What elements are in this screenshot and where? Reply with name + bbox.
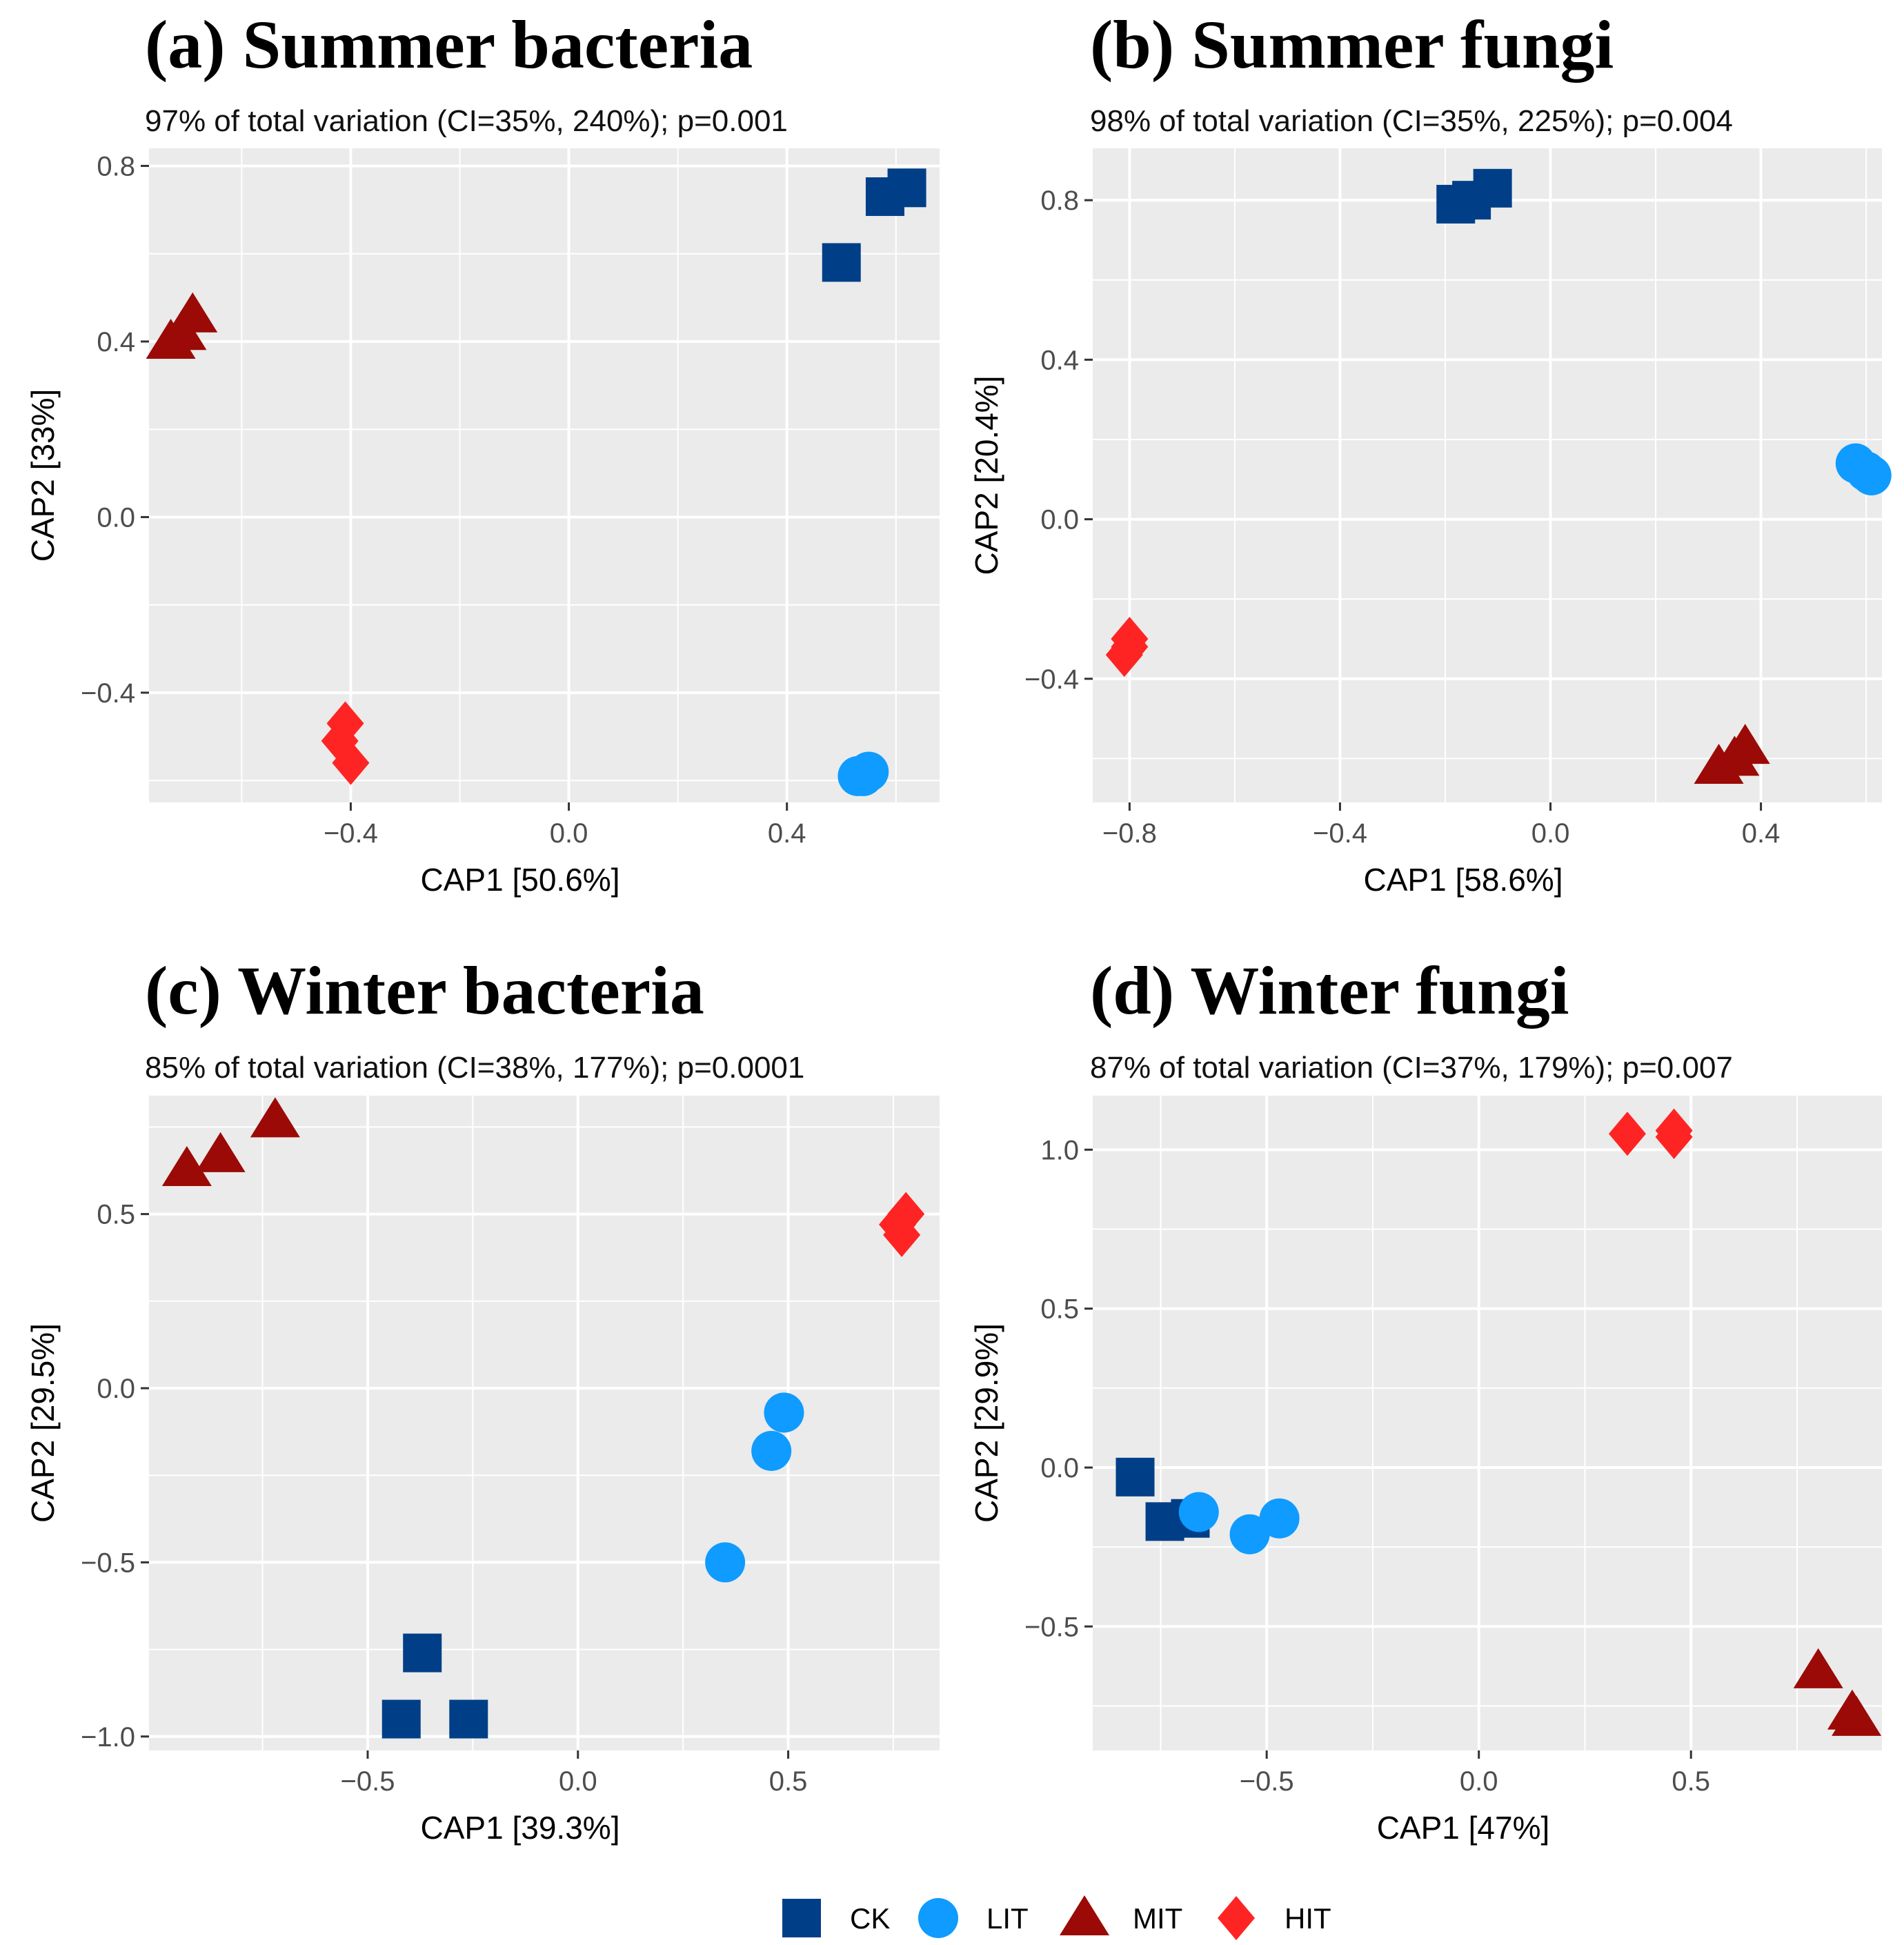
y-tick-label: 0.0: [97, 1374, 135, 1404]
plot-area: [1093, 1096, 1882, 1750]
x-tick-label: −0.4: [1313, 818, 1367, 849]
legend-item-ck: CK: [782, 1899, 890, 1937]
point-mit: [161, 1146, 212, 1187]
y-tick-label: −0.5: [1024, 1612, 1079, 1642]
x-tick-label: 0.5: [769, 1766, 808, 1797]
x-tick-label: 0.4: [768, 818, 806, 849]
y-tick-label: 0.8: [97, 151, 135, 181]
legend-item-mit: MIT: [1060, 1895, 1182, 1935]
panel-subtitle: 97% of total variation (CI=35%, 240%); p…: [145, 104, 788, 138]
point-lit: [1851, 455, 1892, 495]
data-points: [161, 1097, 925, 1739]
y-axis-label: CAP2 [29.9%]: [969, 1323, 1004, 1523]
y-tick-label: 0.0: [1040, 505, 1079, 535]
point-mit: [250, 1097, 300, 1138]
y-tick-label: −1.0: [81, 1722, 135, 1753]
point-lit: [849, 751, 889, 792]
point-mit: [1832, 1695, 1882, 1736]
legend-label: CK: [850, 1902, 890, 1935]
x-tick-label: −0.5: [1240, 1766, 1294, 1797]
point-lit: [1178, 1492, 1219, 1532]
point-lit: [764, 1392, 804, 1433]
x-axis-label: CAP1 [50.6%]: [421, 862, 620, 898]
point-hit: [1105, 633, 1143, 678]
y-tick-label: 0.4: [1040, 345, 1079, 375]
x-tick-label: 0.4: [1742, 818, 1781, 849]
x-tick-label: −0.4: [324, 818, 378, 849]
panel-title: (b) Summer fungi: [1090, 6, 1614, 83]
point-lit: [1259, 1498, 1300, 1539]
x-tick-label: −0.5: [340, 1766, 395, 1797]
panel-summer-fungi: (b) Summer fungi 98% of total variation (…: [969, 6, 1892, 898]
y-tick-label: 0.4: [97, 327, 135, 357]
y-tick-label: 0.5: [1040, 1294, 1079, 1325]
y-tick-label: 0.0: [1040, 1453, 1079, 1483]
x-tick-label: 0.0: [559, 1766, 597, 1797]
legend-label: LIT: [986, 1902, 1029, 1935]
y-tick-label: 0.0: [97, 502, 135, 533]
x-axis-label: CAP1 [47%]: [1377, 1810, 1550, 1846]
point-ck: [822, 243, 861, 282]
plot-area: [1093, 148, 1882, 802]
panel-summer-bacteria: (a) Summer bacteria 97% of total variatio…: [25, 6, 940, 898]
panel-subtitle: 87% of total variation (CI=37%, 179%); p…: [1090, 1051, 1733, 1085]
point-ck: [1473, 168, 1512, 208]
legend-label: MIT: [1133, 1902, 1182, 1935]
legend-label: HIT: [1285, 1902, 1331, 1935]
panel-subtitle: 85% of total variation (CI=38%, 177%); p…: [145, 1051, 804, 1085]
panel-title: (a) Summer bacteria: [145, 6, 753, 83]
point-hit: [1608, 1112, 1646, 1156]
legend-key-circle: [918, 1898, 958, 1938]
panel-winter-fungi: (d) Winter fungi 87% of total variation (…: [969, 952, 1882, 1846]
y-axis-label: CAP2 [29.5%]: [25, 1323, 61, 1523]
point-ck: [449, 1699, 488, 1739]
y-tick-label: 0.5: [97, 1200, 135, 1230]
plot-area: [149, 148, 940, 802]
legend-item-lit: LIT: [918, 1898, 1029, 1938]
plot-area: [149, 1096, 940, 1750]
y-tick-label: −0.4: [1024, 664, 1079, 695]
y-axis-label: CAP2 [33%]: [25, 389, 61, 562]
point-mit: [1793, 1648, 1843, 1688]
point-hit: [1655, 1114, 1693, 1159]
x-tick-label: 0.0: [1531, 818, 1570, 849]
point-mit: [1720, 724, 1770, 764]
point-ck: [403, 1633, 442, 1672]
panel-title: (d) Winter fungi: [1090, 952, 1569, 1029]
y-tick-label: −0.5: [81, 1548, 135, 1578]
data-points: [146, 168, 926, 796]
point-lit: [751, 1430, 792, 1471]
x-tick-label: 0.5: [1672, 1766, 1710, 1797]
x-tick-label: 0.0: [550, 818, 588, 849]
panel-title: (c) Winter bacteria: [145, 952, 704, 1029]
panel-subtitle: 98% of total variation (CI=35%, 225%); p…: [1090, 104, 1733, 138]
point-hit: [332, 740, 370, 785]
legend: CK LIT MIT HIT: [782, 1895, 1331, 1940]
y-tick-label: 0.8: [1040, 186, 1079, 216]
point-ck: [887, 168, 926, 208]
x-tick-label: −0.8: [1102, 818, 1157, 849]
point-hit: [883, 1212, 921, 1257]
data-points: [1115, 1108, 1882, 1736]
y-tick-label: 1.0: [1040, 1135, 1079, 1165]
point-mit: [195, 1132, 246, 1172]
x-axis-label: CAP1 [39.3%]: [421, 1810, 620, 1846]
legend-key-triangle: [1060, 1895, 1109, 1935]
legend-item-hit: HIT: [1218, 1896, 1331, 1940]
legend-key-diamond: [1218, 1896, 1255, 1940]
panel-winter-bacteria: (c) Winter bacteria 85% of total variatio…: [25, 952, 940, 1846]
y-tick-label: −0.4: [81, 678, 135, 709]
point-mit: [168, 292, 218, 333]
point-ck: [1115, 1457, 1155, 1497]
x-axis-label: CAP1 [58.6%]: [1364, 862, 1563, 898]
x-tick-label: 0.0: [1460, 1766, 1498, 1797]
point-ck: [381, 1699, 421, 1739]
data-points: [1105, 168, 1892, 784]
legend-key-square: [782, 1899, 821, 1937]
y-axis-label: CAP2 [20.4%]: [969, 376, 1004, 575]
point-lit: [1229, 1514, 1270, 1554]
point-lit: [705, 1542, 746, 1583]
